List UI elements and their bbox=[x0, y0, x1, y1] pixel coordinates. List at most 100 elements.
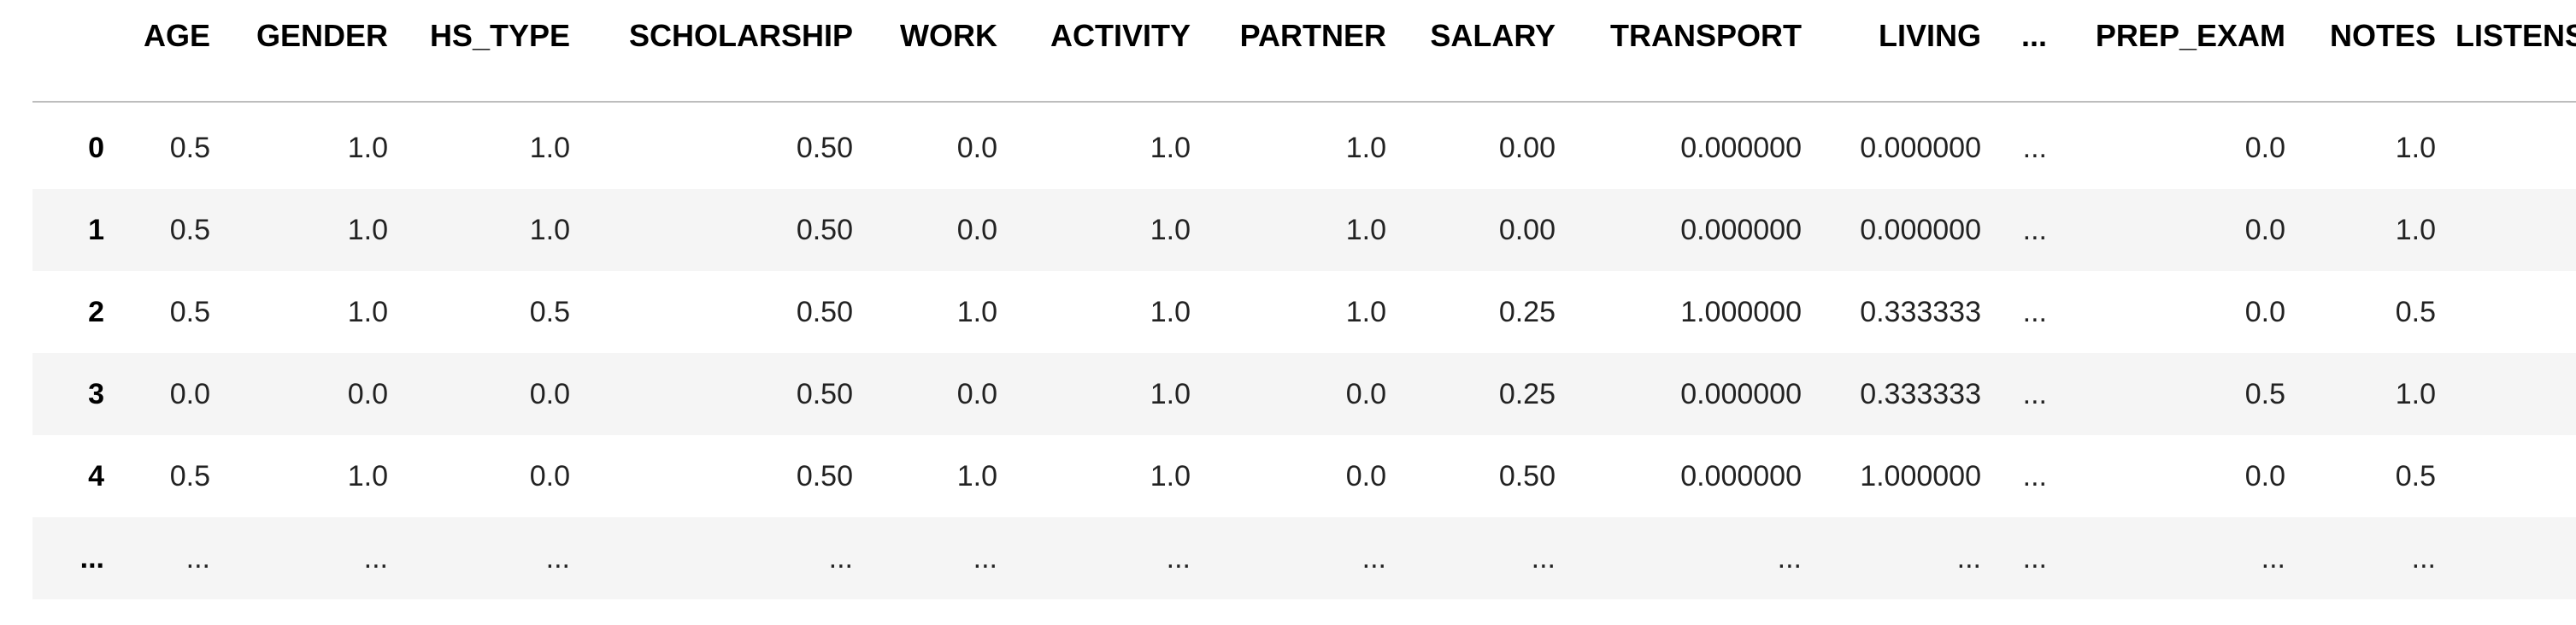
cell: 1.0 bbox=[1150, 214, 1191, 246]
cell: 1.0 bbox=[529, 132, 570, 164]
cell: 0.333333 bbox=[1860, 296, 1981, 328]
column-header: LISTENS bbox=[2455, 18, 2576, 53]
cell: 0.5 bbox=[169, 296, 210, 328]
cell: 0.50 bbox=[796, 460, 853, 492]
row-index: 1 bbox=[88, 214, 104, 246]
cell: ... bbox=[2022, 214, 2047, 246]
cell: ... bbox=[2022, 542, 2047, 575]
cell: ... bbox=[1531, 542, 1556, 575]
cell: 1.0 bbox=[1345, 214, 1386, 246]
cell: 0.000000 bbox=[1860, 132, 1981, 164]
cell: 0.0 bbox=[956, 132, 997, 164]
cell: 1.0 bbox=[2395, 132, 2436, 164]
cell: 0.0 bbox=[2244, 296, 2285, 328]
cell: 0.25 bbox=[1498, 378, 1556, 410]
cell: ... bbox=[2261, 542, 2285, 575]
cell: 0.5 bbox=[169, 460, 210, 492]
column-header: GENDER bbox=[256, 18, 388, 53]
cell: 0.5 bbox=[529, 296, 570, 328]
column-header: SALARY bbox=[1430, 18, 1556, 53]
cell: ... bbox=[185, 542, 210, 575]
row-stripe bbox=[32, 517, 2576, 599]
header-rule bbox=[32, 101, 2576, 103]
cell: ... bbox=[1166, 542, 1191, 575]
cell: 0.333333 bbox=[1860, 378, 1981, 410]
cell: ... bbox=[363, 542, 388, 575]
column-header: NOTES bbox=[2329, 18, 2436, 53]
column-header: PREP_EXAM bbox=[2095, 18, 2285, 53]
column-header: LIVING bbox=[1878, 18, 1981, 53]
cell: ... bbox=[828, 542, 853, 575]
cell: 0.0 bbox=[956, 214, 997, 246]
cell: 0.0 bbox=[347, 378, 388, 410]
cell: ... bbox=[2022, 460, 2047, 492]
row-stripe bbox=[32, 189, 2576, 271]
cell: ... bbox=[2022, 378, 2047, 410]
cell: 0.50 bbox=[796, 378, 853, 410]
cell: 0.000000 bbox=[1860, 214, 1981, 246]
row-index: 3 bbox=[88, 378, 104, 410]
row-index: 2 bbox=[88, 296, 104, 328]
cell: 0.25 bbox=[1498, 296, 1556, 328]
cell: 0.0 bbox=[2244, 214, 2285, 246]
cell: 1.0 bbox=[2395, 214, 2436, 246]
cell: 1.000000 bbox=[1680, 296, 1802, 328]
cell: 0.0 bbox=[956, 378, 997, 410]
cell: 1.000000 bbox=[1860, 460, 1981, 492]
cell: 0.50 bbox=[1498, 460, 1556, 492]
column-header: HS_TYPE bbox=[429, 18, 570, 53]
cell: 1.0 bbox=[1150, 132, 1191, 164]
cell: 0.5 bbox=[169, 214, 210, 246]
cell: 0.5 bbox=[2395, 460, 2436, 492]
cell: 1.0 bbox=[347, 132, 388, 164]
cell: 0.5 bbox=[2244, 378, 2285, 410]
cell: ... bbox=[2022, 296, 2047, 328]
cell: ... bbox=[2022, 132, 2047, 164]
cell: 0.0 bbox=[2244, 460, 2285, 492]
cell: 1.0 bbox=[1345, 132, 1386, 164]
cell: 0.5 bbox=[169, 132, 210, 164]
cell: 0.0 bbox=[1345, 378, 1386, 410]
cell: 0.5 bbox=[2395, 296, 2436, 328]
cell: 1.0 bbox=[529, 214, 570, 246]
cell: ... bbox=[1777, 542, 1802, 575]
cell: 1.0 bbox=[956, 460, 997, 492]
cell: 0.000000 bbox=[1680, 460, 1802, 492]
cell: 1.0 bbox=[347, 296, 388, 328]
cell: ... bbox=[1362, 542, 1386, 575]
row-stripe bbox=[32, 353, 2576, 435]
cell: 0.0 bbox=[2244, 132, 2285, 164]
cell: 1.0 bbox=[956, 296, 997, 328]
cell: 0.0 bbox=[1345, 460, 1386, 492]
cell: ... bbox=[973, 542, 997, 575]
cell: ... bbox=[2411, 542, 2436, 575]
cell: 0.50 bbox=[796, 132, 853, 164]
cell: 0.50 bbox=[796, 296, 853, 328]
row-index: ... bbox=[79, 542, 104, 575]
column-header: ACTIVITY bbox=[1050, 18, 1191, 53]
column-header: AGE bbox=[143, 18, 210, 53]
column-header: SCHOLARSHIP bbox=[628, 18, 853, 53]
cell: 0.000000 bbox=[1680, 132, 1802, 164]
cell: 1.0 bbox=[1150, 296, 1191, 328]
column-header: TRANSPORT bbox=[1610, 18, 1802, 53]
cell: 1.0 bbox=[347, 460, 388, 492]
cell: ... bbox=[545, 542, 570, 575]
cell: 0.00 bbox=[1498, 132, 1556, 164]
column-header: PARTNER bbox=[1239, 18, 1386, 53]
cell: 0.00 bbox=[1498, 214, 1556, 246]
column-header: WORK bbox=[900, 18, 997, 53]
row-index: 4 bbox=[88, 460, 104, 492]
cell: 0.000000 bbox=[1680, 378, 1802, 410]
column-header: ... bbox=[2020, 18, 2047, 53]
cell: 1.0 bbox=[2395, 378, 2436, 410]
cell: 0.000000 bbox=[1680, 214, 1802, 246]
cell: 0.50 bbox=[796, 214, 853, 246]
cell: 0.0 bbox=[529, 460, 570, 492]
row-index: 0 bbox=[88, 132, 104, 164]
cell: 0.0 bbox=[169, 378, 210, 410]
cell: 1.0 bbox=[1150, 378, 1191, 410]
cell: 1.0 bbox=[1345, 296, 1386, 328]
cell: ... bbox=[1956, 542, 1981, 575]
